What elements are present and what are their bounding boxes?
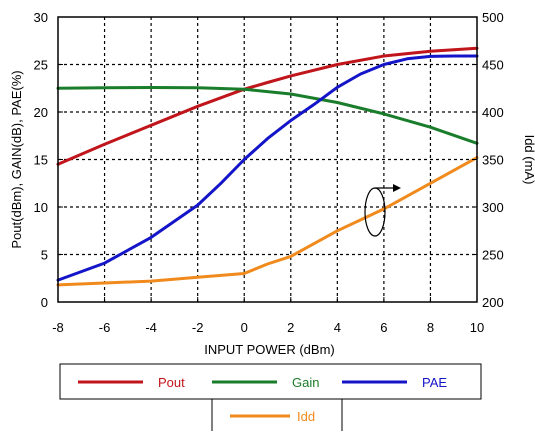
y-tick-label: 0 xyxy=(41,295,48,310)
y2-tick-label: 200 xyxy=(482,295,504,310)
y-axis-label: Pout(dBm), GAIN(dB), PAE(%) xyxy=(9,70,24,248)
chart-grid xyxy=(58,17,477,302)
y-tick-label: 20 xyxy=(34,105,48,120)
x-axis-label: INPUT POWER (dBm) xyxy=(204,342,335,357)
y2-tick-label: 300 xyxy=(482,200,504,215)
series-line-gain xyxy=(56,86,479,145)
x-tick-label: 2 xyxy=(287,320,294,335)
x-tick-label: 4 xyxy=(334,320,341,335)
y-tick-label: 15 xyxy=(34,153,48,168)
x-tick-label: 6 xyxy=(380,320,387,335)
x-tick-label: 10 xyxy=(470,320,484,335)
legend-label-pout: Pout xyxy=(158,375,185,390)
y-tick-label: 25 xyxy=(34,58,48,73)
series-line-pout xyxy=(56,46,479,166)
y-tick-label: 30 xyxy=(34,10,48,25)
y2-tick-label: 400 xyxy=(482,105,504,120)
x-tick-label: 0 xyxy=(241,320,248,335)
y-tick-label: 5 xyxy=(41,248,48,263)
legend-label-gain: Gain xyxy=(292,375,319,390)
series-line-idd xyxy=(56,156,479,287)
x-tick-label: -4 xyxy=(145,320,157,335)
x-tick-label: 8 xyxy=(427,320,434,335)
y2-tick-label: 250 xyxy=(482,248,504,263)
y2-tick-label: 450 xyxy=(482,58,504,73)
x-tick-label: -8 xyxy=(52,320,64,335)
chart-series-group xyxy=(56,46,479,287)
legend-label-pae: PAE xyxy=(422,375,447,390)
y2-axis-label: Idd (mA) xyxy=(522,135,535,185)
chart-ticks: -8 -6 -4 -2 0 2 4 6 8 10 0 5 10 15 20 25 30 200 250 300 350 4… xyxy=(34,10,504,335)
legend-label-idd: Idd xyxy=(297,409,315,424)
y2-tick-label: 500 xyxy=(482,10,504,25)
series-line-pae xyxy=(56,54,479,282)
x-tick-label: -6 xyxy=(99,320,111,335)
rotation-arrow-icon xyxy=(364,184,401,237)
x-tick-label: -2 xyxy=(192,320,204,335)
y2-tick-label: 350 xyxy=(482,153,504,168)
chart-legend: Pout Gain PAE Idd xyxy=(59,363,482,431)
y-tick-label: 10 xyxy=(34,200,48,215)
